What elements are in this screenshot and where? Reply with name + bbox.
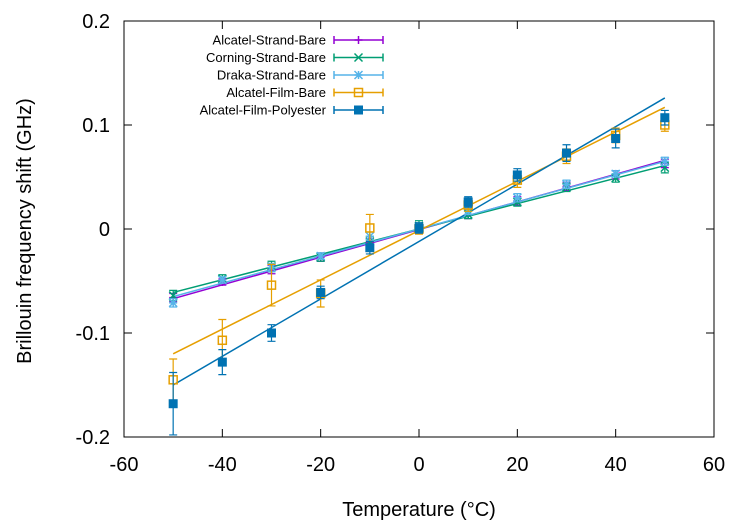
fit-line-alcatel-film-polyester <box>172 97 666 386</box>
x-tick-label: 20 <box>506 454 528 476</box>
data-point <box>365 223 375 233</box>
data-point <box>512 193 522 203</box>
legend-marker <box>354 36 363 44</box>
data-point <box>660 156 670 166</box>
x-tick-label: -40 <box>208 454 237 476</box>
x-tick-label: 40 <box>605 454 627 476</box>
data-point <box>365 243 375 253</box>
data-point <box>266 280 277 290</box>
data-point <box>217 357 227 367</box>
legend: Alcatel-Strand-Bare Corning-Strand-Bare Dr… <box>200 33 384 118</box>
legend-marker <box>353 87 364 98</box>
error-bar <box>365 213 374 243</box>
y-axis-title: Brillouin frequency shift (GHz) <box>14 98 36 364</box>
data-point <box>611 134 621 144</box>
x-tick-label: -20 <box>306 454 335 476</box>
x-tick-label: 0 <box>413 454 424 476</box>
data-point <box>611 173 621 183</box>
legend-label: Alcatel-Film-Bare <box>226 85 326 100</box>
legend-marker <box>354 105 363 115</box>
legend-marker <box>353 70 364 80</box>
series-alcatel-film-polyester <box>168 109 670 436</box>
data-point <box>217 275 227 285</box>
data-point <box>316 287 326 297</box>
series-alcatel-film-bare <box>168 118 670 402</box>
legend-label: Draka-Strand-Bare <box>217 68 326 83</box>
x-axis-title: Temperature (°C) <box>342 499 496 521</box>
y-tick-label: -0.2 <box>76 427 110 449</box>
y-tick-label: 0.2 <box>82 11 110 33</box>
data-point <box>561 179 572 189</box>
error-bar <box>267 263 276 307</box>
axis-ticks: -60 -40 -20 0 20 40 60 -0.2 -0.1 0 0.1 0.2 <box>76 11 726 476</box>
data-point <box>168 298 178 308</box>
fit-lines <box>172 97 666 386</box>
data-point <box>512 170 522 180</box>
legend-marker <box>353 52 364 63</box>
x-tick-label: 60 <box>703 454 725 476</box>
data-point <box>316 251 326 261</box>
legend-sample <box>333 88 384 97</box>
data-point <box>463 197 473 207</box>
legend-label: Corning-Strand-Bare <box>206 50 326 65</box>
data-point <box>611 169 621 179</box>
x-tick-label: -60 <box>110 454 139 476</box>
y-tick-label: 0.1 <box>82 115 110 137</box>
data-point <box>168 399 178 409</box>
data-point <box>267 328 276 338</box>
data-points <box>168 109 670 436</box>
data-point <box>660 113 670 123</box>
data-point <box>414 223 424 233</box>
y-tick-label: -0.1 <box>76 323 110 345</box>
legend-label: Alcatel-Film-Polyester <box>200 103 327 118</box>
data-point <box>217 335 228 346</box>
y-tick-label: 0 <box>99 219 110 241</box>
data-point <box>562 148 571 158</box>
legend-label: Alcatel-Strand-Bare <box>213 33 326 48</box>
